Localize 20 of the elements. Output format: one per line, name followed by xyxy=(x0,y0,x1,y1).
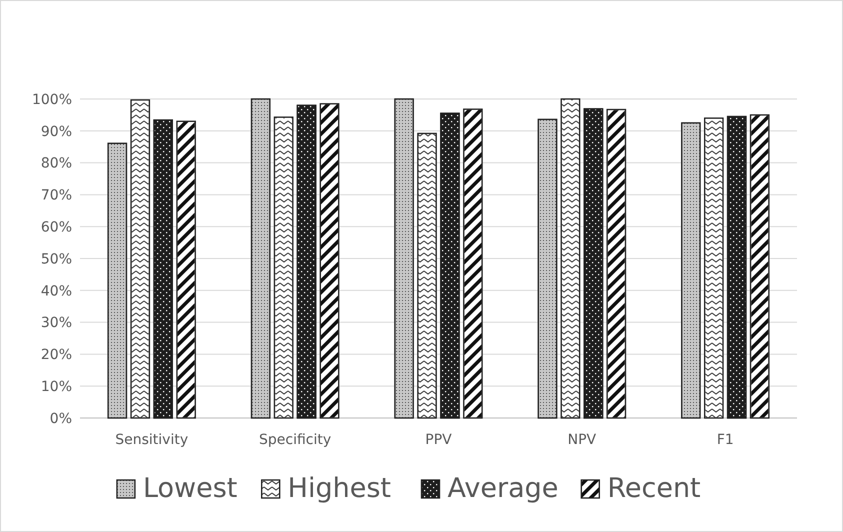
y-tick-label: 40% xyxy=(40,283,72,300)
legend-label: Highest xyxy=(288,473,391,504)
x-tick-label: PPV xyxy=(425,432,452,448)
x-tick-label: Sensitivity xyxy=(115,432,188,448)
y-tick-label: 90% xyxy=(40,124,72,140)
legend-label: Lowest xyxy=(142,473,238,504)
x-tick-label: Specificity xyxy=(259,432,332,448)
y-tick-label: 100% xyxy=(32,92,72,108)
y-tick-label: 60% xyxy=(40,220,72,236)
legend-label: Average xyxy=(448,473,558,504)
legend-label: Recent xyxy=(607,473,701,504)
y-tick-label: 70% xyxy=(40,188,72,204)
x-tick-label: F1 xyxy=(716,432,734,448)
x-tick-label: NPV xyxy=(568,432,597,448)
y-tick-label: 0% xyxy=(50,410,72,427)
y-tick-label: 30% xyxy=(40,315,72,332)
y-tick-label: 50% xyxy=(40,251,72,268)
y-tick-label: 10% xyxy=(40,379,72,395)
y-tick-label: 80% xyxy=(40,156,72,172)
y-tick-label: 20% xyxy=(40,347,72,364)
